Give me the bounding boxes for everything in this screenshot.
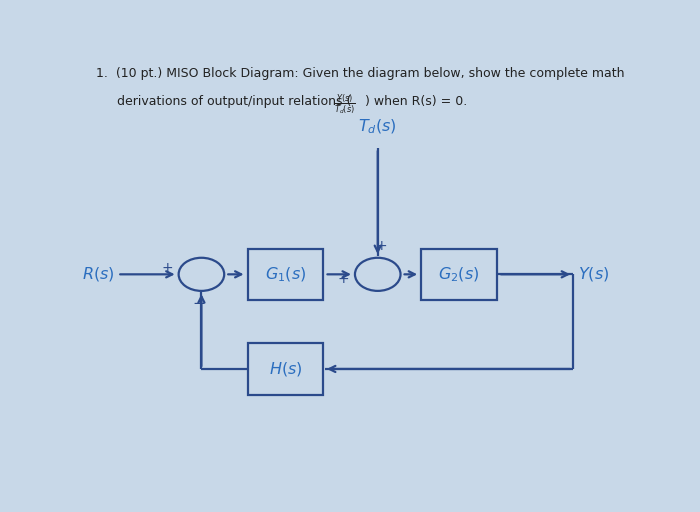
Text: $Y(s)$: $Y(s)$ xyxy=(578,265,610,283)
Text: $T_d(s)$: $T_d(s)$ xyxy=(358,118,397,136)
FancyBboxPatch shape xyxy=(421,249,497,300)
Text: +: + xyxy=(375,239,387,253)
Text: 1.  (10 pt.) MISO Block Diagram: Given the diagram below, show the complete math: 1. (10 pt.) MISO Block Diagram: Given th… xyxy=(96,68,624,80)
FancyBboxPatch shape xyxy=(248,344,323,395)
Text: derivations of output/input relations (: derivations of output/input relations ( xyxy=(118,95,351,108)
Text: $R(s)$: $R(s)$ xyxy=(82,265,115,283)
Text: $G_1(s)$: $G_1(s)$ xyxy=(265,265,306,284)
Text: $G_2(s)$: $G_2(s)$ xyxy=(438,265,480,284)
Text: −: − xyxy=(193,295,206,311)
FancyBboxPatch shape xyxy=(248,249,323,300)
Text: $\frac{Y(s)}{T_d(s)}$: $\frac{Y(s)}{T_d(s)}$ xyxy=(335,92,356,116)
Text: +: + xyxy=(162,261,173,275)
Text: $H(s)$: $H(s)$ xyxy=(269,360,302,378)
Text: +: + xyxy=(338,272,349,286)
Text: ) when R(s) = 0.: ) when R(s) = 0. xyxy=(365,95,468,108)
